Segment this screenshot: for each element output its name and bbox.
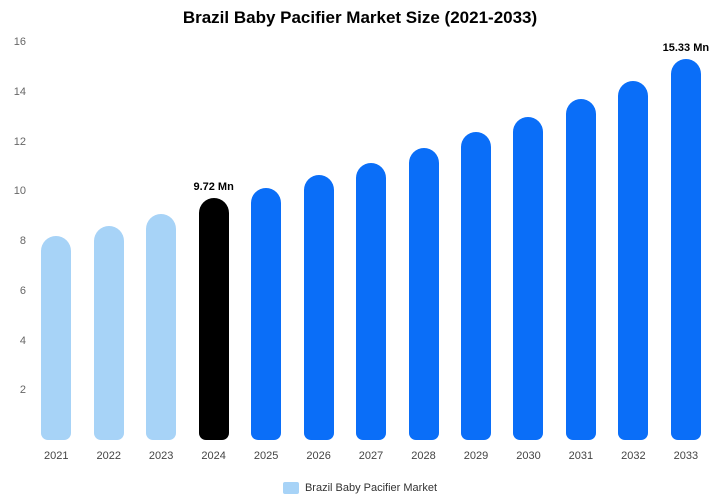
bar-value-label: 9.72 Mn (193, 181, 234, 194)
bar (93, 226, 124, 440)
plot-area: 2021 2022 2023 9.72 Mn 2024 2025 2026 2027 2028 2… (30, 42, 712, 462)
bar-group: 2031 (555, 42, 607, 462)
x-axis-label: 2025 (253, 450, 279, 462)
bar (303, 175, 334, 440)
y-tick-label: 14 (13, 85, 26, 98)
x-axis-label: 2030 (516, 450, 541, 462)
x-axis-label: 2028 (411, 450, 436, 462)
bar-group: 2023 (135, 42, 187, 462)
bar-value-label: 15.33 Mn (662, 42, 710, 54)
bar-group: 2029 (450, 42, 502, 462)
bar-group: 2026 (292, 42, 344, 462)
y-tick-label: 12 (13, 135, 26, 148)
bar (513, 116, 544, 440)
bar-group: 2021 (30, 42, 82, 462)
legend: Brazil Baby Pacifier Market (0, 482, 720, 494)
x-axis-label: 2023 (148, 450, 174, 462)
x-axis-label: 2029 (463, 450, 489, 462)
x-axis-label: 2032 (621, 450, 646, 462)
y-tick-label: 2 (19, 384, 26, 397)
bar (146, 213, 177, 440)
y-tick-label: 8 (19, 235, 26, 247)
legend-label: Brazil Baby Pacifier Market (304, 482, 438, 494)
bar (408, 147, 439, 440)
bar-group: 15.33 Mn 2033 (660, 42, 712, 462)
y-tick-label: 6 (19, 284, 26, 297)
x-axis-label: 2027 (358, 450, 384, 462)
y-tick-label: 16 (13, 36, 26, 48)
bar (41, 236, 72, 440)
x-axis-label: 2031 (568, 450, 594, 462)
y-axis: 2 4 6 8 10 12 14 16 (4, 36, 28, 440)
x-axis-label: 2033 (673, 450, 699, 462)
bar (460, 131, 491, 440)
x-axis-label: 2026 (306, 450, 331, 462)
bar (565, 99, 596, 440)
bar-group: 9.72 Mn 2024 (187, 42, 239, 462)
x-axis-label: 2022 (96, 450, 121, 462)
legend-swatch (282, 482, 299, 494)
chart-title: Brazil Baby Pacifier Market Size (2021-2… (182, 8, 538, 27)
bar-group: 2030 (502, 42, 554, 462)
bar-group: 2022 (82, 42, 134, 462)
bar (670, 59, 701, 440)
bar (618, 80, 649, 440)
bar-group: 2032 (607, 42, 659, 462)
bar (198, 198, 229, 440)
bar-group: 2028 (397, 42, 449, 462)
bar (251, 187, 282, 440)
y-tick-label: 10 (13, 185, 26, 198)
x-axis-label: 2021 (43, 450, 69, 462)
bar-group: 2027 (345, 42, 397, 462)
bar-group: 2025 (240, 42, 292, 462)
bar (356, 162, 387, 440)
x-axis-label: 2024 (201, 450, 226, 462)
y-tick-label: 4 (19, 334, 26, 347)
